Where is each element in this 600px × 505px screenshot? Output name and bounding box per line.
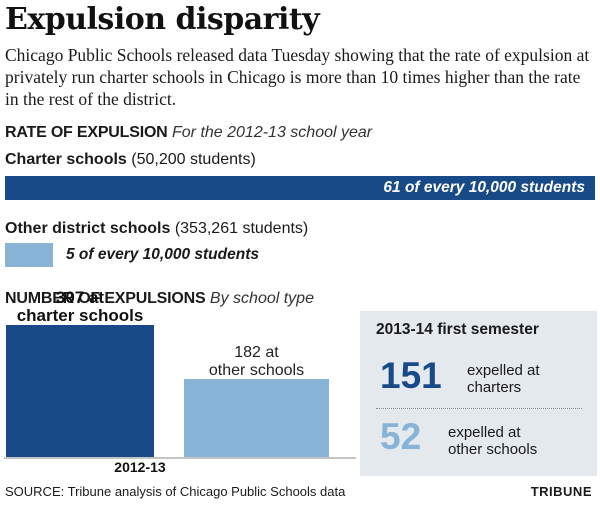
intro-text: Chicago Public Schools released data Tue… [5,45,590,109]
panel-other-count: 52 [380,416,422,457]
expulsions-label-other-value: 182 at [234,344,279,361]
semester-panel: 2013-14 first semester 151 expelled at c… [360,311,597,476]
rate-title: RATE OF EXPULSION [5,124,168,141]
charter-students: (50,200 students) [131,151,256,168]
charter-category: Charter schools [5,151,127,168]
source-note: SOURCE: Tribune analysis of Chicago Publ… [5,484,346,499]
expulsions-label-other-type: other schools [209,362,304,379]
x-axis-label: 2012-13 [114,459,166,475]
rate-bar-charter [5,176,595,200]
panel-charter-text: expelled at charters [467,362,540,396]
expulsions-label-charter-type: charter schools [17,306,144,325]
credit-logo: TRIBUNE [530,484,592,499]
panel-charter-count: 151 [380,355,442,396]
expulsions-label-charter-value: 307 at [56,288,105,307]
panel-charter-line1: expelled at [467,362,540,379]
panel-other-text: expelled at other schools [448,424,537,458]
rate-subtitle: For the 2012-13 school year [172,124,373,141]
panel-other-line1: expelled at [448,424,521,441]
expulsions-bar-other [184,379,329,457]
other-students: (353,261 students) [174,220,309,237]
count-title: NUMBER OF EXPULSIONS [5,290,206,307]
panel-divider [376,408,582,409]
rate-bar-other [5,243,53,267]
other-label: Other district schools (353,261 students… [5,219,308,239]
expulsions-chart: 307 at charter schools 182 at other scho… [4,288,356,475]
expulsions-bar-charter [6,325,154,457]
rate-data-label-charter: 61 of every 10,000 students [383,179,585,196]
panel-charter-line2: charters [467,379,522,396]
count-section-heading: NUMBER OF EXPULSIONS By school type [5,289,314,309]
rate-data-label-other: 5 of every 10,000 students [66,246,259,263]
other-category: Other district schools [5,220,171,237]
rate-section-heading: RATE OF EXPULSION For the 2012-13 school… [5,123,372,143]
headline: Expulsion disparity [5,2,320,37]
count-subtitle: By school type [209,290,314,307]
panel-other-line2: other schools [448,441,538,458]
panel-title: 2013-14 first semester [376,321,539,338]
charter-label: Charter schools (50,200 students) [5,150,256,170]
